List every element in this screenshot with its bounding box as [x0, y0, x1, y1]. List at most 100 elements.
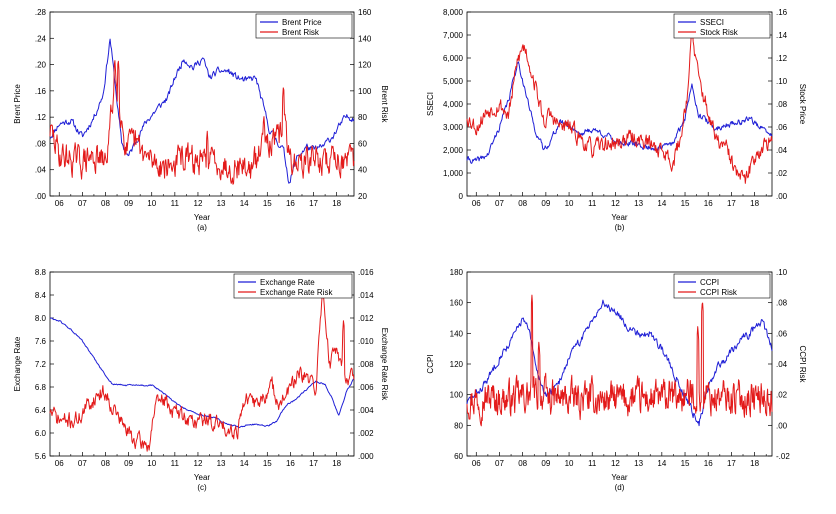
x-tick-label: 07 [78, 459, 87, 468]
right-tick-label: 140 [358, 34, 372, 43]
left-tick-label: 7,000 [443, 31, 464, 40]
series-line-ccpi [466, 299, 773, 427]
x-tick-label: 14 [657, 459, 666, 468]
right-tick-label: .04 [776, 360, 788, 369]
right-tick-label: .06 [776, 329, 788, 338]
left-tick-label: 140 [450, 329, 464, 338]
left-tick-label: 120 [450, 360, 464, 369]
x-tick-label: 13 [634, 199, 643, 208]
left-tick-label: 3,000 [443, 123, 464, 132]
right-tick-label: .004 [358, 406, 374, 415]
x-tick-label: 13 [217, 459, 226, 468]
series-line-brent-price [49, 38, 355, 184]
left-tick-label: 5,000 [443, 77, 464, 86]
x-tick-label: 11 [588, 459, 597, 468]
plot-frame [49, 271, 355, 457]
right-axis-title: Exchange Rate Risk [380, 328, 389, 401]
right-tick-label: 20 [358, 192, 367, 201]
x-tick-label: 10 [147, 459, 156, 468]
x-tick-label: 15 [681, 199, 690, 208]
left-tick-label: 100 [450, 391, 464, 400]
x-tick-label: 17 [727, 459, 736, 468]
x-tick-label: 10 [565, 459, 574, 468]
right-tick-label: .12 [776, 54, 788, 63]
legend-label: Brent Price [282, 18, 322, 27]
figure-caption: (b) [615, 223, 625, 232]
left-tick-label: 7.6 [35, 337, 47, 346]
series-line-exchange-rate-risk [49, 287, 355, 452]
left-tick-label: .00 [35, 192, 47, 201]
x-tick-label: 14 [657, 199, 666, 208]
series-line-brent-risk [49, 60, 355, 185]
right-tick-label: .02 [776, 391, 788, 400]
right-tick-label: .16 [776, 8, 788, 17]
x-tick-label: 12 [194, 459, 203, 468]
x-tick-label: 14 [240, 199, 249, 208]
plot-frame [49, 11, 355, 197]
left-tick-label: 160 [450, 299, 464, 308]
right-tick-label: .002 [358, 429, 374, 438]
right-tick-label: .10 [776, 268, 788, 277]
x-tick-label: 09 [124, 459, 133, 468]
legend-box [255, 13, 353, 39]
legend-label: Exchange Rate Risk [260, 288, 333, 297]
x-tick-label: 15 [263, 459, 272, 468]
figure-caption: (a) [197, 223, 207, 232]
x-tick-label: 06 [472, 459, 481, 468]
right-axis-title: CCPI Risk [798, 346, 807, 384]
left-tick-label: .08 [35, 139, 47, 148]
right-tick-label: .08 [776, 100, 788, 109]
x-tick-label: 12 [611, 199, 620, 208]
plot-frame [466, 11, 773, 197]
left-axis-title: Brent Price [13, 84, 22, 124]
x-tick-label: 16 [704, 199, 713, 208]
left-tick-label: .04 [35, 166, 47, 175]
left-tick-label: 180 [450, 268, 464, 277]
legend-label: CCPI [700, 278, 719, 287]
left-tick-label: .16 [35, 87, 47, 96]
left-tick-label: 5.6 [35, 452, 47, 461]
right-tick-label: .02 [776, 169, 788, 178]
right-tick-label: 100 [358, 87, 372, 96]
series-line-ccpi-risk [466, 294, 773, 427]
chart-panel-d: 60 80 100 120 140 160 180 -.02 .00 .02 .04 .06 .08 .1… [426, 268, 807, 492]
legend-label: CCPI Risk [700, 288, 738, 297]
x-tick-label: 08 [518, 199, 527, 208]
right-tick-label: .014 [358, 291, 374, 300]
left-tick-label: .24 [35, 34, 47, 43]
x-tick-label: 17 [309, 199, 318, 208]
x-tick-label: 06 [472, 199, 481, 208]
right-tick-label: .00 [776, 192, 788, 201]
figure-caption: (c) [197, 483, 207, 492]
x-tick-label: 09 [541, 199, 550, 208]
x-axis-title: Year [194, 473, 211, 482]
x-tick-label: 15 [681, 459, 690, 468]
left-tick-label: 6.4 [35, 406, 47, 415]
legend-label: SSECI [700, 18, 724, 27]
x-tick-label: 06 [55, 459, 64, 468]
legend-box [673, 13, 771, 39]
right-tick-label: 60 [358, 139, 367, 148]
left-tick-label: 8.8 [35, 268, 47, 277]
right-tick-label: 80 [358, 113, 367, 122]
series-line-sseci [466, 61, 773, 164]
x-tick-label: 11 [588, 199, 597, 208]
left-tick-label: 8.0 [35, 314, 47, 323]
right-tick-label: .010 [358, 337, 374, 346]
left-tick-label: 8.4 [35, 291, 47, 300]
x-tick-label: 10 [565, 199, 574, 208]
x-tick-label: 09 [541, 459, 550, 468]
left-tick-label: 6.8 [35, 383, 47, 392]
x-tick-label: 06 [55, 199, 64, 208]
right-tick-label: .14 [776, 31, 788, 40]
right-tick-label: 120 [358, 61, 372, 70]
x-tick-label: 07 [78, 199, 87, 208]
right-tick-label: .008 [358, 360, 374, 369]
legend-box [673, 273, 771, 299]
right-tick-label: .08 [776, 299, 788, 308]
x-axis-title: Year [611, 213, 628, 222]
